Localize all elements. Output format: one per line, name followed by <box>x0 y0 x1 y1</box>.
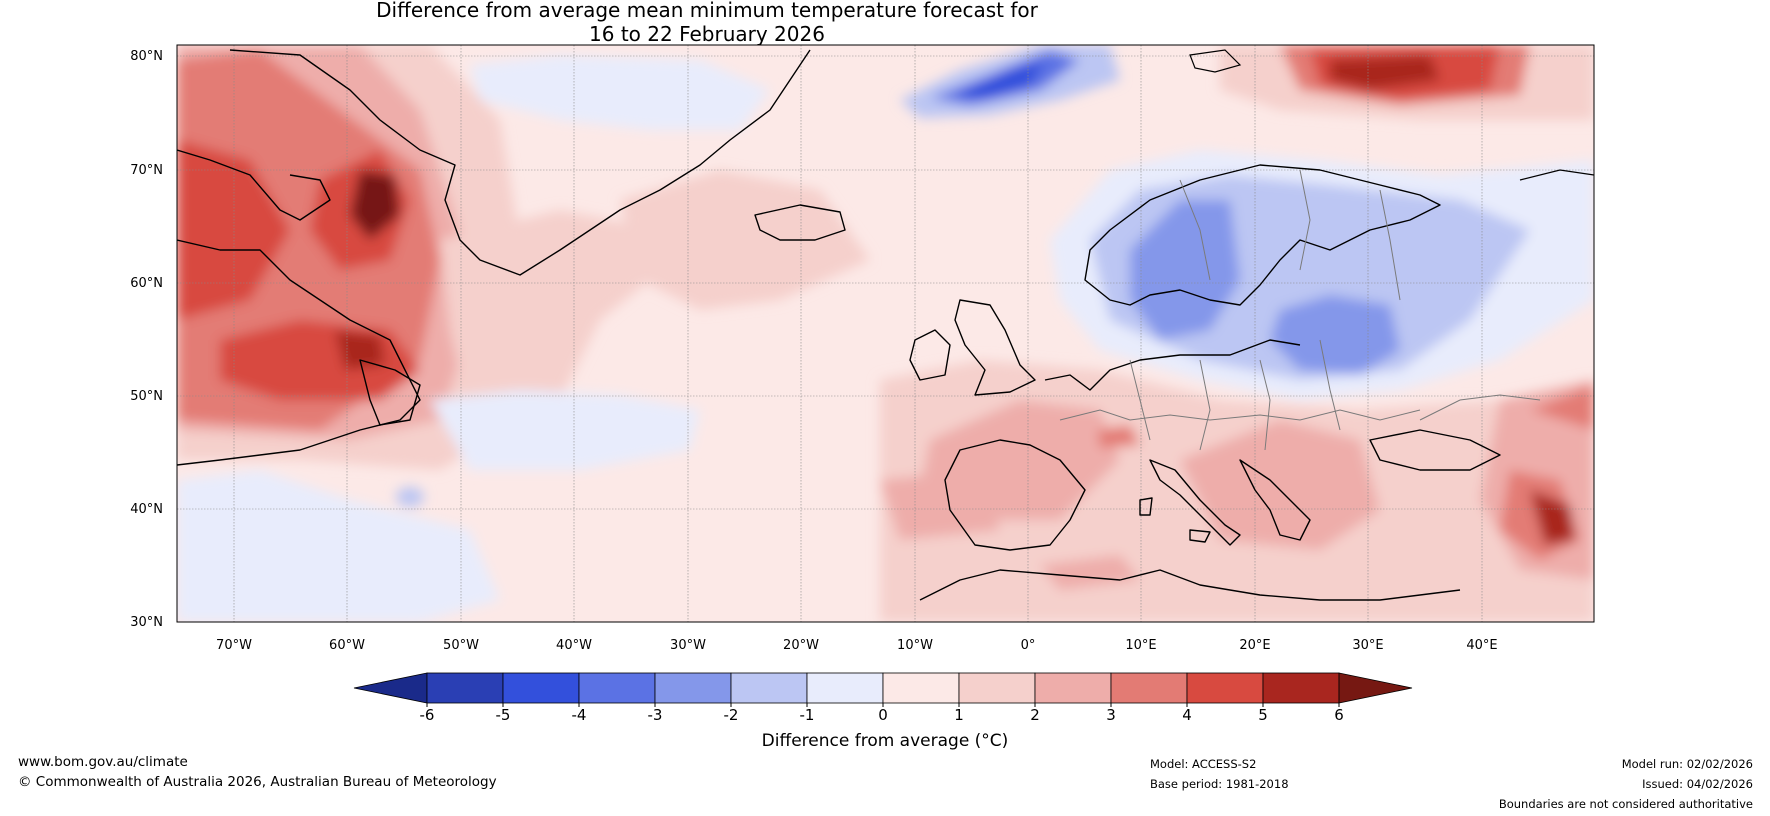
labrador-coast <box>177 239 421 466</box>
colorbar-tick-label: 0 <box>878 706 888 724</box>
lat-label: 80°N <box>130 49 163 64</box>
colorbar-tick-label: 5 <box>1258 706 1268 724</box>
lon-label: 20°W <box>783 638 819 653</box>
colorbar-segment <box>806 672 884 704</box>
colorbar-segment <box>1262 672 1340 704</box>
colorbar-tick-label: -3 <box>648 706 663 724</box>
copyright-text: © Commonwealth of Australia 2026, Austra… <box>18 774 497 790</box>
lon-label: 0° <box>1021 638 1036 653</box>
lon-label: 30°W <box>670 638 706 653</box>
lon-label: 70°W <box>216 638 252 653</box>
ireland <box>909 329 951 381</box>
italy-coast <box>1149 459 1241 546</box>
lat-label: 70°N <box>130 163 163 178</box>
colorbar-tick-label: -4 <box>572 706 587 724</box>
lon-label: 50°W <box>443 638 479 653</box>
website-link[interactable]: www.bom.gov.au/climate <box>18 754 188 770</box>
greenland-coast <box>229 49 811 276</box>
colorbar-tick-label: 6 <box>1334 706 1344 724</box>
colorbar-extend-high <box>1338 672 1413 704</box>
colorbar-extend-low <box>353 672 428 704</box>
newfoundland <box>359 359 421 426</box>
disclaimer-text: Boundaries are not considered authoritat… <box>1498 797 1753 811</box>
base-period-text: Base period: 1981-2018 <box>1150 777 1289 791</box>
map-frame <box>176 44 1595 623</box>
colorbar-segment <box>1034 672 1112 704</box>
title-line-1: Difference from average mean minimum tem… <box>376 0 1038 22</box>
colorbar-ticks: -6 -5 -4 -3 -2 -1 0 1 2 3 4 5 6 <box>420 703 1344 724</box>
balkans-greece-coast <box>1239 459 1311 541</box>
lon-label: 10°E <box>1125 638 1156 653</box>
country-borders <box>1059 169 1541 451</box>
map-title: Difference from average mean minimum tem… <box>0 0 1414 46</box>
colorbar-tick-label: -1 <box>800 706 815 724</box>
mediterranean-islands <box>1139 497 1211 543</box>
colorbar-tick-label: 1 <box>954 706 964 724</box>
colorbar-tick-label: 2 <box>1030 706 1040 724</box>
lon-label: 20°E <box>1239 638 1270 653</box>
lat-label: 50°N <box>130 389 163 404</box>
colorbar-tick-label: -5 <box>496 706 511 724</box>
colorbar-segment <box>654 672 732 704</box>
colorbar-label: Difference from average (°C) <box>762 731 1009 751</box>
model-run-text: Model run: 02/02/2026 <box>1621 757 1753 771</box>
continental-europe-coast <box>1044 339 1301 391</box>
longitude-labels: 70°W 60°W 50°W 40°W 30°W 20°W 10°W 0° 10… <box>216 638 1498 653</box>
colorbar-segment <box>426 672 504 704</box>
latitude-labels: 80°N 70°N 60°N 50°N 40°N 30°N <box>130 49 163 630</box>
lon-label: 60°W <box>329 638 365 653</box>
colorbar-tick-label: 4 <box>1182 706 1192 724</box>
colorbar-segment <box>730 672 808 704</box>
model-text: Model: ACCESS-S2 <box>1150 757 1257 771</box>
lat-label: 60°N <box>130 276 163 291</box>
colorbar-segment <box>578 672 656 704</box>
colorbar <box>353 672 1413 704</box>
colorbar-tick-label: -6 <box>420 706 435 724</box>
scandinavia-coast <box>1084 164 1441 306</box>
title-line-2: 16 to 22 February 2026 <box>589 22 825 46</box>
colorbar-tick-label: -2 <box>724 706 739 724</box>
colorbar-segment <box>958 672 1036 704</box>
colorbar-segment <box>1110 672 1188 704</box>
graticule <box>177 45 1594 622</box>
colorbar-segment <box>502 672 580 704</box>
lat-label: 30°N <box>130 615 163 630</box>
north-africa-coast <box>919 569 1461 601</box>
lon-label: 40°E <box>1466 638 1497 653</box>
arctic-islands <box>1189 49 1594 181</box>
lat-label: 40°N <box>130 502 163 517</box>
coastlines <box>177 49 1501 601</box>
colorbar-tick-label: 3 <box>1106 706 1116 724</box>
canadian-arctic-coast <box>177 149 331 221</box>
iberia-coast <box>944 439 1086 551</box>
colorbar-segment <box>1186 672 1264 704</box>
issued-text: Issued: 04/02/2026 <box>1642 777 1753 791</box>
lon-label: 40°W <box>556 638 592 653</box>
colorbar-segment <box>882 672 960 704</box>
lon-label: 10°W <box>897 638 933 653</box>
great-britain <box>954 299 1036 396</box>
lon-label: 30°E <box>1352 638 1383 653</box>
black-sea-coast <box>1369 429 1501 471</box>
iceland <box>754 204 846 241</box>
anomaly-field <box>177 45 1594 622</box>
